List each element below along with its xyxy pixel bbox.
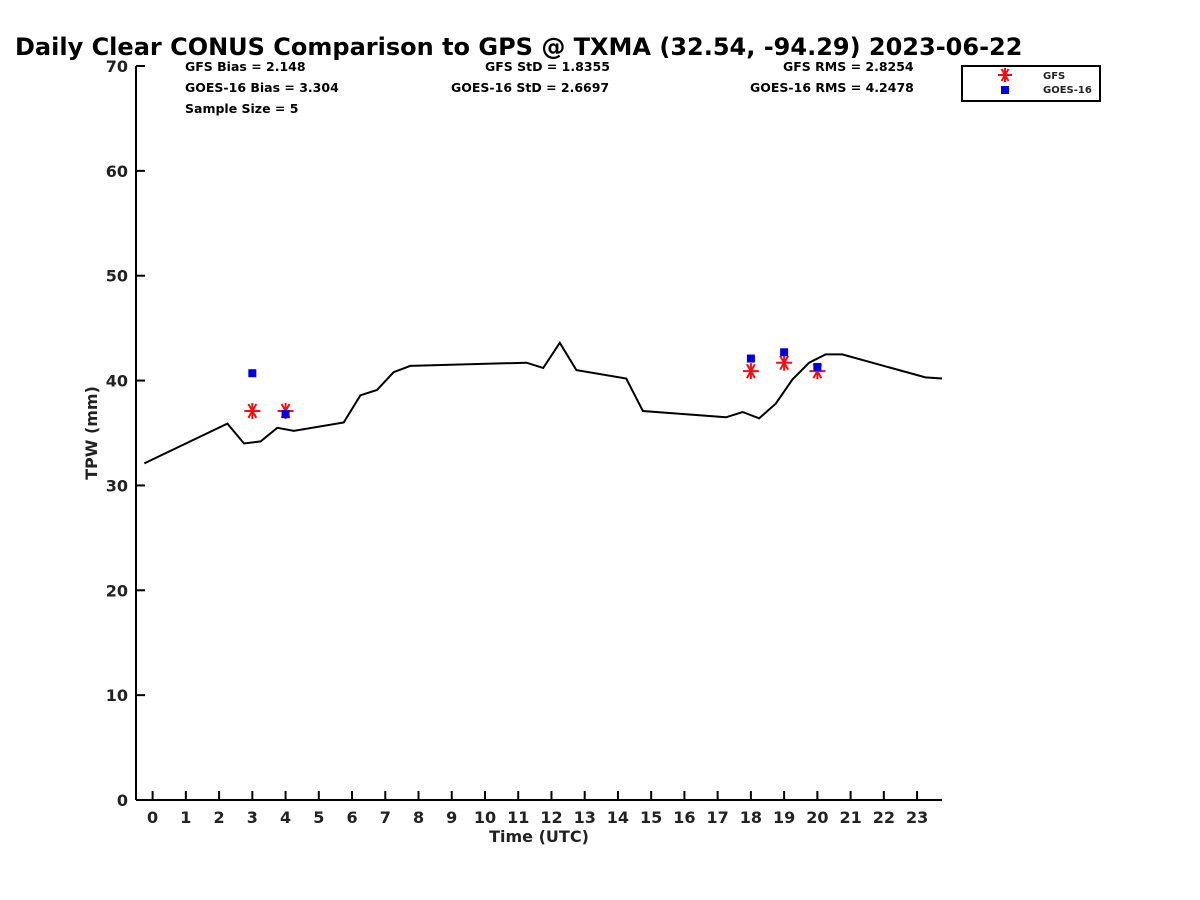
y-axis-label: TPW (mm) [82,386,101,480]
plot-area [143,340,943,465]
y-tick-label: 70 [106,57,128,76]
legend: GFS GOES-16 [961,65,1101,102]
goes-point [281,410,290,419]
stats-block: GFS Bias = 2.148 GOES-16 Bias = 3.304 Sa… [185,59,914,116]
stat-gfs-bias: GFS Bias = 2.148 [185,59,306,74]
y-tick-label: 30 [106,476,128,495]
legend-box [961,65,1101,102]
x-tick-label: 10 [474,808,496,827]
stat-goes-std: GOES-16 StD = 2.6697 [451,80,609,95]
gfs-point [776,354,793,371]
y-tick-label: 40 [106,372,128,391]
x-tick-label: 13 [574,808,596,827]
x-tick-label: 22 [873,808,895,827]
gfs-point [244,402,261,419]
legend-gfs-label: GFS [1043,71,1065,82]
goes-point [248,369,257,378]
x-tick-label: 3 [247,808,258,827]
y-tick-label: 10 [106,686,128,705]
y-tick-label: 50 [106,267,128,286]
stat-gfs-rms: GFS RMS = 2.8254 [783,59,914,74]
x-tick-label: 14 [607,808,629,827]
goes-point [746,354,755,363]
x-tick-label: 9 [446,808,457,827]
x-tick-label: 11 [507,808,529,827]
x-tick-label: 16 [673,808,695,827]
x-tick-label: 23 [906,808,928,827]
legend-gfs-marker [998,68,1012,82]
y-tick-label: 20 [106,581,128,600]
gps-line [143,340,943,465]
x-tick-label: 0 [147,808,158,827]
legend-goes-label: GOES-16 [1043,85,1092,96]
gfs-point [742,363,759,380]
x-tick-label: 18 [740,808,762,827]
x-tick-label: 8 [413,808,424,827]
stat-goes-rms: GOES-16 RMS = 4.2478 [750,80,914,95]
legend-gfs-asterisk [998,68,1012,82]
legend-goes-marker [1001,86,1009,94]
x-tick-label: 19 [773,808,795,827]
chart-title: Daily Clear CONUS Comparison to GPS @ TX… [15,33,1022,61]
x-tick-label: 15 [640,808,662,827]
y-tick-label: 60 [106,162,128,181]
x-tick-label: 17 [707,808,729,827]
x-tick-label: 5 [313,808,324,827]
x-tick-label: 1 [180,808,191,827]
x-tick-label: 20 [806,808,828,827]
x-tick-label: 7 [380,808,391,827]
y-tick-label: 0 [117,791,128,810]
x-tick-label: 4 [280,808,291,827]
stat-gfs-std: GFS StD = 1.8355 [485,59,610,74]
goes-point [780,348,789,357]
x-tick-label: 2 [214,808,225,827]
stat-sample-size: Sample Size = 5 [185,101,298,116]
x-axis-label: Time (UTC) [489,827,589,846]
stat-goes-bias: GOES-16 Bias = 3.304 [185,80,339,95]
x-tick-label: 12 [540,808,562,827]
x-tick-label: 6 [346,808,357,827]
x-tick-label: 21 [839,808,861,827]
goes-point [813,362,822,371]
